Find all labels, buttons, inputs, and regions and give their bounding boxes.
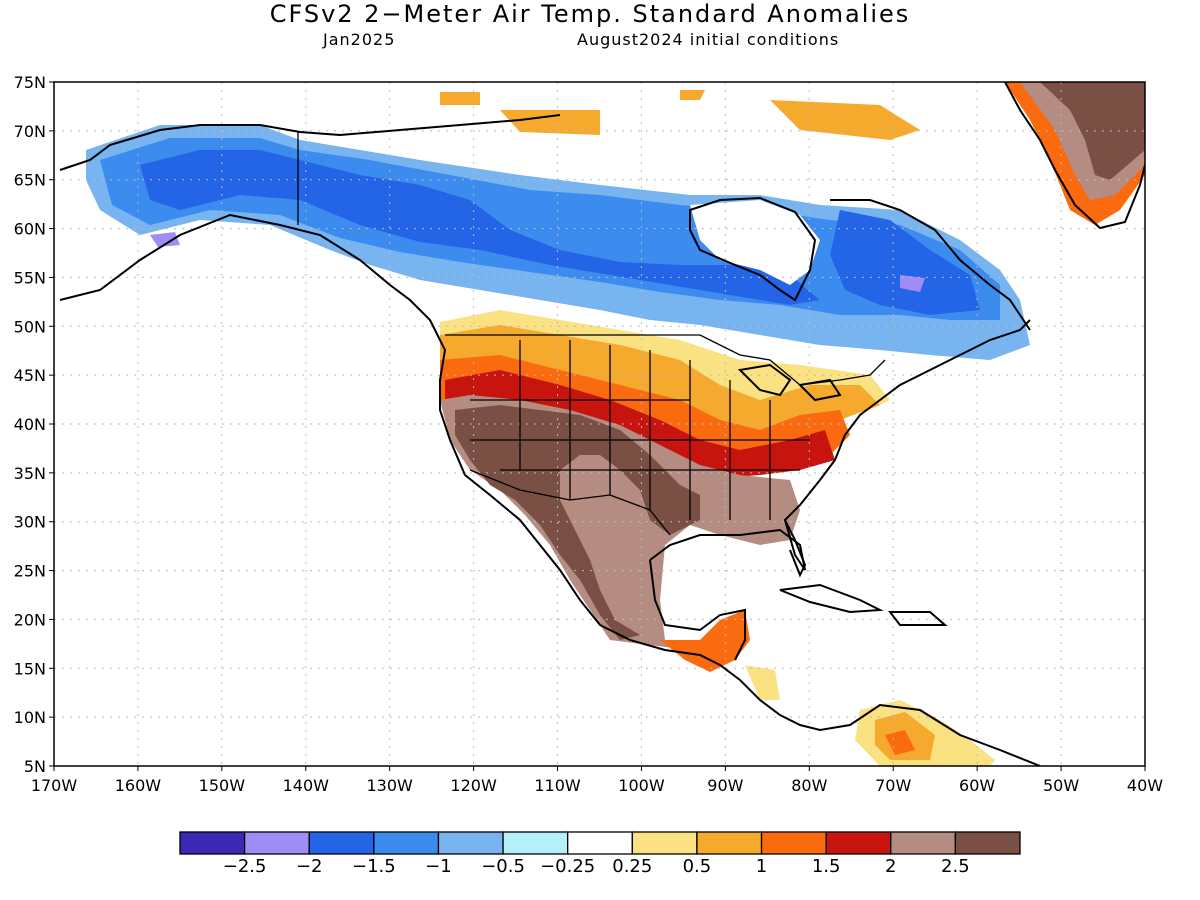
colorbar-swatch <box>825 831 892 855</box>
colorbar-label: 2 <box>885 856 897 877</box>
longitude-label: 40W <box>1127 776 1163 795</box>
longitude-labels: 170W 160W 150W 140W 130W 120W 110W 100W 90W 80W 70… <box>31 776 1163 795</box>
latitude-labels: 75N 70N 65N 60N 55N 50N 45N 40N 35N 30N 25N 20N 15N 1… <box>14 73 46 776</box>
latitude-label: 70N <box>14 122 46 141</box>
colorbar-label: −2 <box>295 856 323 877</box>
longitude-label: 170W <box>31 776 78 795</box>
latitude-label: 50N <box>14 317 46 336</box>
colorbar-swatch <box>502 831 569 855</box>
political-borders <box>297 132 886 536</box>
gulf-coastline <box>649 319 1031 571</box>
great-lakes <box>737 363 842 402</box>
longitude-label: 130W <box>367 776 414 795</box>
north-america-coastline <box>59 213 1041 766</box>
colorbar-label: −1 <box>425 856 452 877</box>
colorbar-label: 1 <box>755 856 768 877</box>
map-title: CFSv2 2−Meter Air Temp. Standard Anomali… <box>269 0 911 28</box>
anomaly-region-samerica-red <box>885 730 915 755</box>
latitude-label: 15N <box>14 659 46 678</box>
longitude-label: 100W <box>618 776 665 795</box>
colorbar-swatch <box>179 831 246 855</box>
anomaly-region-dark-blue <box>140 150 820 305</box>
colorbar-swatch <box>696 831 763 855</box>
florida-coastline <box>784 519 807 578</box>
alaska-coastline <box>59 114 561 171</box>
colorbar-swatch <box>373 831 440 855</box>
latitude-label: 75N <box>14 73 46 92</box>
colorbar-swatch <box>437 831 504 855</box>
anomaly-region-central-america <box>660 610 750 672</box>
hudson-bay-coastline <box>689 196 817 302</box>
longitude-label: 160W <box>115 776 162 795</box>
colorbar-label: 2.5 <box>941 856 970 877</box>
us-state-lines <box>470 340 810 520</box>
colorbar-swatch <box>954 831 1021 855</box>
colorbar-swatch <box>308 831 375 855</box>
greenland-coastline <box>1004 82 1145 230</box>
colorbar <box>179 831 1021 855</box>
colorbar-swatch <box>631 831 698 855</box>
colorbar-swatch <box>760 831 827 855</box>
longitude-label: 110W <box>534 776 581 795</box>
latitude-label: 40N <box>14 415 46 434</box>
us-canada-border <box>445 334 886 386</box>
colorbar-label: 0.5 <box>682 856 712 877</box>
yucatan-coastline <box>649 559 746 661</box>
longitude-label: 80W <box>791 776 827 795</box>
latitude-label: 25N <box>14 562 46 581</box>
initial-conditions: August2024 initial conditions <box>577 30 840 49</box>
latitude-label: 20N <box>14 610 46 629</box>
longitude-label: 120W <box>450 776 497 795</box>
colorbar-label: −0.5 <box>481 856 525 877</box>
colorbar-label: 0.25 <box>612 856 653 877</box>
cuba-coastline <box>779 583 884 614</box>
colorbar-swatch <box>567 831 633 855</box>
colorbar-swatch <box>243 831 310 855</box>
latitude-label: 65N <box>14 171 46 190</box>
latitude-label: 5N <box>24 757 46 776</box>
latitude-label: 10N <box>14 708 46 727</box>
hispaniola-coastline <box>887 611 948 626</box>
longitude-label: 60W <box>959 776 995 795</box>
anomaly-region-brown <box>455 405 700 640</box>
coastlines <box>59 82 1145 766</box>
anomaly-region-cam-yellow <box>745 665 780 700</box>
anomaly-region-dark-blue-east <box>830 210 980 315</box>
latitude-label: 60N <box>14 220 46 239</box>
anomaly-region-greenland-brown <box>1040 82 1145 180</box>
longitude-label: 140W <box>283 776 330 795</box>
colorbar-label: −0.25 <box>540 856 596 877</box>
graticule <box>54 82 1145 766</box>
longitude-label: 50W <box>1043 776 1079 795</box>
forecast-month: Jan2025 <box>323 30 396 49</box>
latitude-label: 55N <box>14 268 46 287</box>
anomaly-region-arctic-orange <box>440 90 920 140</box>
colorbar-label: 1.5 <box>811 856 841 877</box>
anomaly-region-white-hudson <box>690 200 820 285</box>
longitude-label: 70W <box>875 776 911 795</box>
colorbar-label: −2.5 <box>222 856 267 877</box>
longitude-label: 150W <box>199 776 246 795</box>
labrador-coastline <box>830 199 1031 331</box>
colorbar-label: −1.5 <box>351 856 396 877</box>
latitude-label: 45N <box>14 366 46 385</box>
longitude-label: 90W <box>707 776 743 795</box>
colorbar-swatch <box>890 831 957 855</box>
latitude-label: 35N <box>14 464 46 483</box>
latitude-label: 30N <box>14 513 46 532</box>
us-mexico-border <box>469 469 671 536</box>
